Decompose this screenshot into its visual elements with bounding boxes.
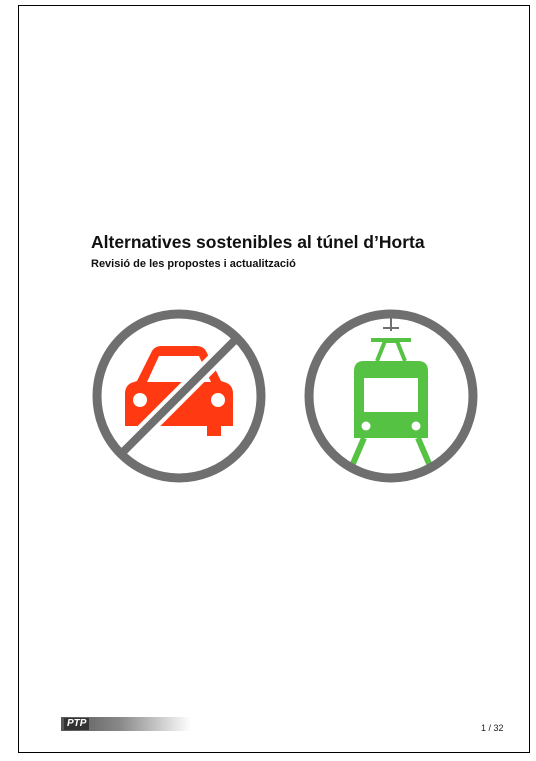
page-number: 1 / 32 (481, 723, 504, 733)
page: Alternatives sostenibles al túnel d’Hort… (18, 5, 530, 753)
tram-icon (304, 309, 478, 483)
subtitle: Revisió de les propostes i actualització (91, 258, 296, 270)
footer-logo: PTP (61, 717, 191, 731)
no-car-icon (92, 309, 266, 483)
title: Alternatives sostenibles al túnel d’Hort… (91, 232, 425, 252)
logo-text: PTP (64, 718, 90, 730)
icons (92, 309, 478, 483)
